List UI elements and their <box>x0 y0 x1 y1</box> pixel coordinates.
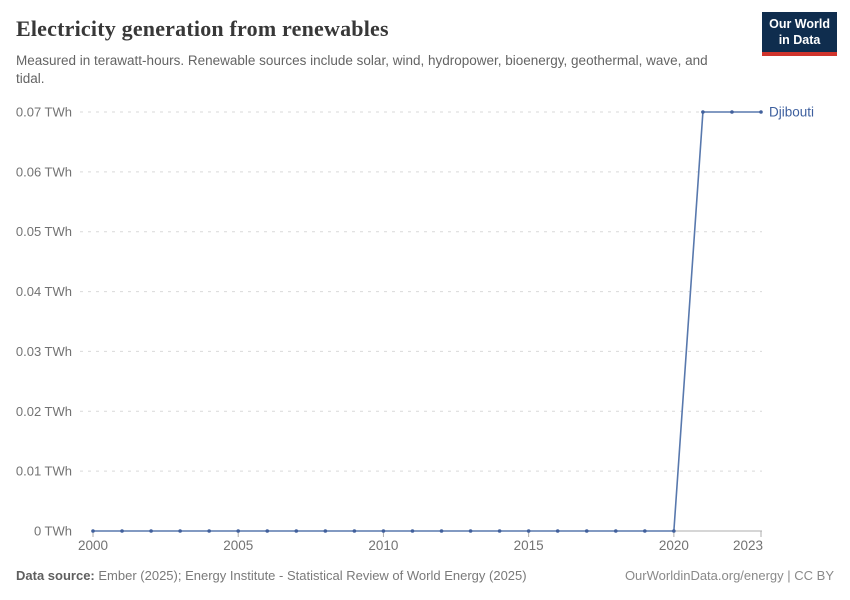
data-point <box>468 529 473 533</box>
y-tick-label: 0 TWh <box>34 524 72 539</box>
data-point <box>613 529 618 533</box>
owid-logo[interactable]: Our World in Data <box>762 12 837 57</box>
data-point <box>294 529 299 533</box>
data-point <box>526 529 531 533</box>
y-tick-label: 0.03 TWh <box>16 344 72 359</box>
series-line <box>93 111 761 532</box>
data-point <box>381 529 386 533</box>
x-tick-label: 2000 <box>78 538 108 553</box>
data-point <box>265 529 270 533</box>
data-point <box>555 529 560 533</box>
data-point <box>323 529 328 533</box>
data-point <box>236 529 241 533</box>
data-point <box>643 529 647 533</box>
x-tick-label: 2005 <box>223 538 253 553</box>
data-source-text: Ember (2025); Energy Institute - Statist… <box>98 568 527 583</box>
data-point <box>410 529 415 533</box>
x-tick-label: 2015 <box>514 538 544 553</box>
y-tick-label: 0.05 TWh <box>16 224 72 239</box>
y-tick-label: 0.02 TWh <box>16 404 72 419</box>
data-point <box>759 110 763 114</box>
data-point <box>584 529 589 533</box>
data-point <box>120 529 124 533</box>
x-tick-label: 2023 <box>733 538 763 553</box>
data-point <box>352 529 357 533</box>
y-tick-label: 0.04 TWh <box>16 284 72 299</box>
y-tick-label: 0.07 TWh <box>16 105 72 120</box>
data-point <box>91 529 95 533</box>
data-point <box>439 529 444 533</box>
chart-subtitle: Measured in terawatt-hours. Renewable so… <box>16 53 708 87</box>
data-source-note: Data source: Ember (2025); Energy Instit… <box>16 568 527 583</box>
data-point <box>178 529 182 533</box>
data-point <box>497 529 502 533</box>
owid-logo-line2: in Data <box>778 32 821 47</box>
x-tick-label: 2020 <box>659 538 689 553</box>
owid-logo-line1: Our World <box>769 17 830 31</box>
entity-label: Djibouti <box>769 105 814 120</box>
y-tick-label: 0.01 TWh <box>16 464 72 479</box>
x-tick-label: 2010 <box>368 538 398 553</box>
data-source-label: Data source: <box>16 568 95 583</box>
chart-footer: Data source: Ember (2025); Energy Instit… <box>16 568 834 583</box>
data-point <box>672 529 676 533</box>
chart-title: Electricity generation from renewables <box>16 16 389 41</box>
data-point <box>701 110 705 114</box>
y-tick-label: 0.06 TWh <box>16 164 72 179</box>
credit-link[interactable]: OurWorldinData.org/energy | CC BY <box>624 568 834 583</box>
data-point <box>730 110 734 114</box>
data-point <box>207 529 211 533</box>
data-point <box>149 529 153 533</box>
